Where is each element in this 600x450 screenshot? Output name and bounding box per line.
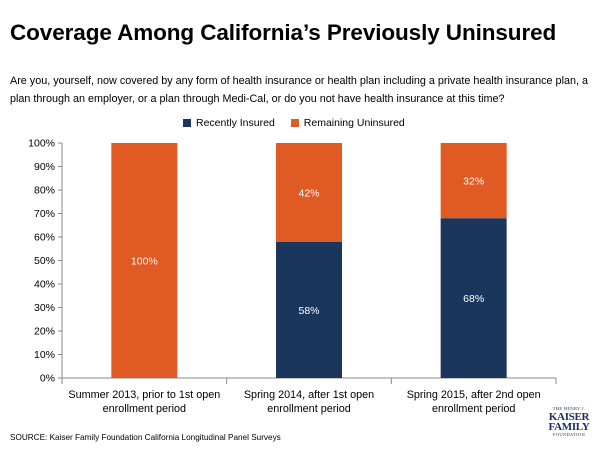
data-label: 32% — [463, 176, 484, 188]
x-category-label: enrollment period — [103, 403, 186, 415]
y-tick-label: 60% — [34, 232, 55, 244]
x-category-label: enrollment period — [432, 403, 515, 415]
bar-recently-insured — [440, 218, 507, 378]
source-note: SOURCE: Kaiser Family Foundation Califor… — [10, 433, 281, 442]
survey-question: Are you, yourself, now covered by any fo… — [10, 75, 588, 105]
x-category-label: enrollment period — [267, 403, 350, 415]
y-tick-label: 30% — [34, 302, 55, 314]
y-tick-label: 100% — [28, 138, 55, 150]
y-tick-label: 0% — [40, 373, 55, 385]
y-tick-label: 20% — [34, 326, 55, 338]
y-tick-label: 70% — [34, 208, 55, 220]
y-tick-label: 10% — [34, 349, 55, 361]
legend-item-recently-insured: Recently Insured — [183, 117, 275, 129]
x-category-label: Spring 2014, after 1st open — [244, 389, 374, 401]
x-category-label: Spring 2015, after 2nd open — [407, 389, 541, 401]
bar-recently-insured — [276, 241, 342, 378]
kff-logo: THE HENRY J. KAISER FAMILY FOUNDATION — [546, 406, 592, 444]
bar-remaining-uninsured — [440, 143, 507, 219]
y-tick-label: 90% — [34, 161, 55, 173]
chart-legend: Recently Insured Remaining Uninsured — [183, 117, 421, 129]
data-label: 68% — [463, 293, 484, 305]
legend-item-remaining-uninsured: Remaining Uninsured — [290, 117, 405, 129]
bar-remaining-uninsured — [276, 143, 342, 242]
y-tick-label: 80% — [34, 185, 55, 197]
data-label: 58% — [298, 305, 319, 317]
bar-remaining-uninsured — [111, 143, 178, 378]
legend-swatch-recently-insured — [183, 119, 191, 127]
x-category-label: Summer 2013, prior to 1st open — [68, 389, 220, 401]
y-tick-label: 40% — [34, 279, 55, 291]
logo-kaiser-text: KAISER — [548, 411, 590, 423]
data-label: 100% — [131, 256, 158, 268]
y-tick-label: 50% — [34, 255, 55, 267]
data-label: 42% — [298, 187, 319, 199]
legend-label-recently-insured: Recently Insured — [196, 117, 275, 129]
legend-label-remaining-uninsured: Remaining Uninsured — [303, 117, 405, 129]
logo-family-text: FAMILY — [548, 421, 590, 433]
page-title: Coverage Among California’s Previously U… — [10, 20, 557, 45]
legend-swatch-remaining-uninsured — [290, 119, 299, 127]
logo-top-text: THE HENRY J. — [552, 406, 586, 411]
logo-foundation-text: FOUNDATION — [553, 432, 585, 437]
